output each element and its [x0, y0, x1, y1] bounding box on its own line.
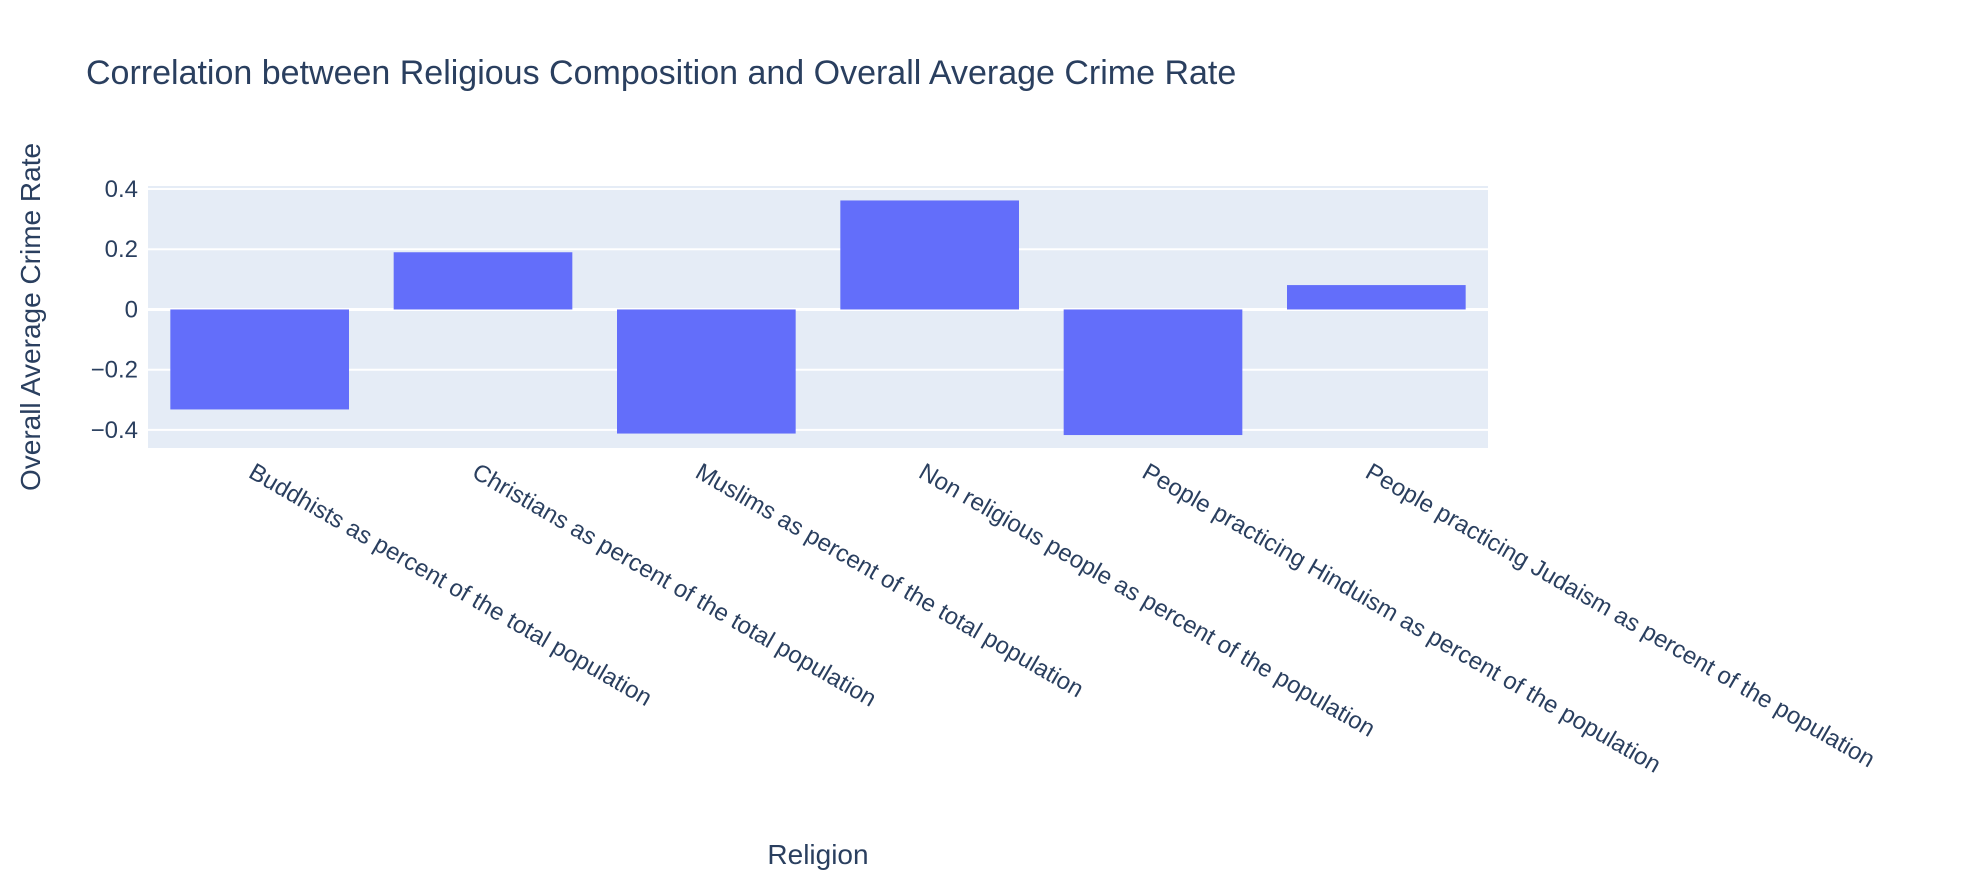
grid-lines [148, 188, 1488, 431]
x-tick-label: Buddhists as percent of the total popula… [244, 458, 656, 712]
x-tick-label: Christians as percent of the total popul… [468, 458, 881, 712]
y-tick-label: 0 [125, 296, 138, 323]
x-tick-label: People practicing Hinduism as percent of… [1138, 458, 1666, 778]
bar[interactable] [170, 309, 349, 410]
y-tick-label: −0.4 [91, 417, 138, 444]
bar[interactable] [1287, 285, 1466, 310]
y-tick-label: 0.2 [105, 236, 138, 263]
bars [170, 200, 1466, 436]
bar[interactable] [617, 309, 796, 434]
x-axis-ticks: Buddhists as percent of the total popula… [244, 458, 1879, 778]
plot-area [148, 186, 1488, 448]
bar[interactable] [1063, 309, 1243, 436]
y-axis-label: Overall Average Crime Rate [15, 143, 46, 491]
bar[interactable] [840, 200, 1019, 310]
y-axis-ticks: 0.4 0.2 0 −0.2 −0.4 [91, 176, 138, 444]
y-tick-label: −0.2 [91, 357, 138, 384]
x-tick-label: People practicing Judaism as percent of … [1361, 458, 1879, 773]
x-tick-label: Muslims as percent of the total populati… [691, 458, 1088, 703]
bar[interactable] [393, 252, 573, 310]
chart-title: Correlation between Religious Compositio… [86, 54, 1236, 92]
y-tick-label: 0.4 [105, 176, 138, 203]
x-tick-label: Non religious people as percent of the p… [914, 458, 1379, 742]
x-axis-label: Religion [767, 839, 868, 870]
